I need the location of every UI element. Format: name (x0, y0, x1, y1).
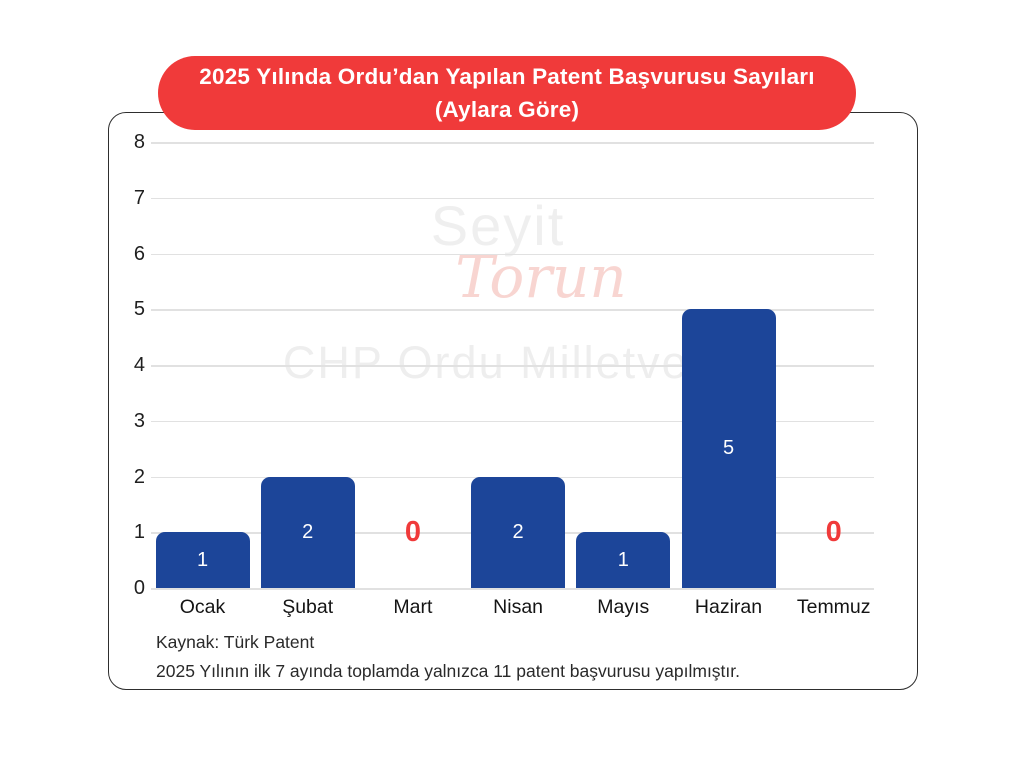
bar-value-şubat: 2 (302, 520, 314, 543)
x-axis-label-şubat: Şubat (282, 596, 334, 618)
gridline-y8 (151, 142, 874, 144)
y-axis-label-5: 5 (133, 298, 145, 321)
bar-value-haziran: 5 (722, 437, 735, 460)
y-axis-label-3: 3 (133, 409, 145, 432)
bar-nisan: 2 (471, 476, 566, 588)
gridline-y7 (151, 197, 874, 200)
x-axis-label-mayıs: Mayıs (597, 596, 650, 618)
source-note: Kaynak: Türk Patent (156, 632, 315, 652)
gridline-y3 (151, 420, 874, 423)
x-axis-label-haziran: Haziran (694, 596, 763, 618)
bar-mayıs: 1 (576, 532, 671, 588)
y-axis-label-7: 7 (133, 186, 145, 209)
y-axis-label-6: 6 (133, 242, 145, 265)
gridline-y4 (151, 365, 874, 367)
watermark-first-name: Seyit (430, 194, 566, 257)
zero-value-temmuz: 0 (825, 516, 842, 549)
y-axis-label-0: 0 (133, 577, 145, 599)
bar-value-nisan: 2 (512, 520, 524, 543)
y-axis-label-8: 8 (133, 131, 145, 153)
x-axis-label-temmuz: Temmuz (796, 596, 871, 618)
summary-note: 2025 Yılının ilk 7 ayında toplamda yalnı… (156, 661, 741, 681)
y-axis-label-1: 1 (133, 521, 145, 544)
bar-şubat: 2 (260, 476, 355, 588)
x-axis-label-mart: Mart (393, 596, 433, 618)
gridline-y0 (151, 588, 874, 590)
gridline-y5 (151, 309, 874, 311)
zero-value-mart: 0 (404, 516, 421, 549)
chart-title-line1: 2025 Yılında Ordu’dan Yapılan Patent Baş… (199, 64, 815, 89)
y-axis-label-2: 2 (133, 465, 145, 488)
y-axis-label-4: 4 (133, 354, 145, 376)
watermark-subtitle: CHP Ordu Milletvekili (282, 337, 750, 388)
gridline-y6 (151, 253, 874, 255)
chart-title-banner: 2025 Yılında Ordu’dan Yapılan Patent Baş… (158, 56, 856, 130)
x-axis-label-ocak: Ocak (179, 596, 226, 618)
bar-value-ocak: 1 (196, 548, 209, 571)
x-axis-label-nisan: Nisan (493, 596, 544, 618)
chart-title-line2: (Aylara Göre) (434, 97, 580, 122)
bar-haziran: 5 (681, 309, 776, 588)
bar-ocak: 1 (155, 532, 250, 588)
bar-value-mayıs: 1 (617, 548, 629, 571)
